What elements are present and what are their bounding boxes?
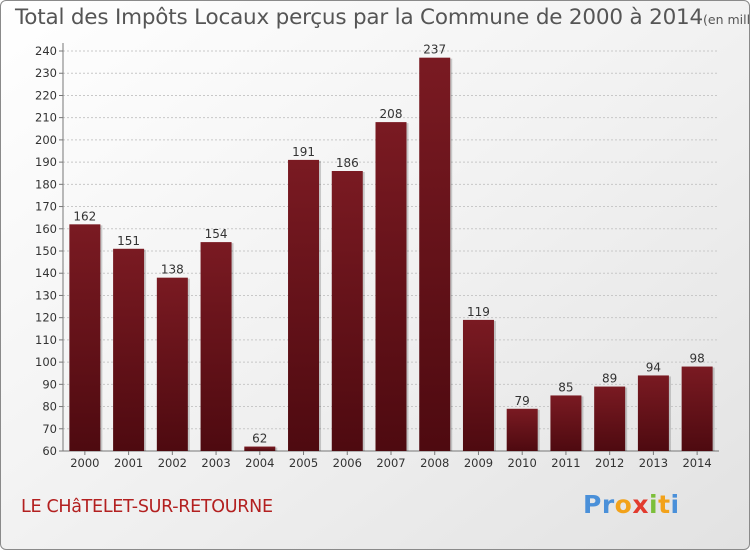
bar-value-label: 138 — [161, 263, 184, 277]
logo-letter: o — [614, 490, 633, 519]
title-unit: (en milliers d'€) — [703, 12, 750, 27]
x-tick-label: 2012 — [595, 456, 624, 470]
bar-value-label: 98 — [689, 352, 704, 366]
bar — [113, 248, 145, 451]
bar-value-label: 89 — [602, 372, 617, 386]
x-tick-label: 2010 — [508, 456, 537, 470]
logo-letter: t — [658, 490, 671, 519]
bar — [462, 319, 494, 451]
y-tick-label: 100 — [35, 355, 57, 369]
y-tick-label: 70 — [42, 422, 57, 436]
bar-value-label: 186 — [336, 156, 359, 170]
bar-value-label: 94 — [646, 360, 661, 374]
bar — [637, 375, 669, 451]
y-tick-label: 120 — [35, 311, 57, 325]
y-tick-label: 240 — [35, 44, 57, 58]
bar-value-label: 119 — [467, 305, 490, 319]
logo-letter: i — [649, 490, 659, 519]
x-tick-label: 2002 — [158, 456, 187, 470]
bar-value-label: 191 — [292, 145, 315, 159]
bars — [69, 57, 715, 452]
bar-value-label: 237 — [423, 43, 446, 57]
y-tick-label: 180 — [35, 177, 57, 191]
bar-value-label: 154 — [205, 227, 228, 241]
x-tick-label: 2013 — [639, 456, 668, 470]
logo-letter: r — [601, 490, 615, 519]
y-tick-label: 90 — [42, 377, 57, 391]
logo-letter: i — [670, 490, 680, 519]
commune-name: LE CHâTELET-SUR-RETOURNE — [21, 497, 273, 517]
bar-value-label: 208 — [380, 107, 403, 121]
logo-letter: P — [583, 490, 602, 519]
x-tick-label: 2007 — [376, 456, 405, 470]
y-tick-label: 150 — [35, 244, 57, 258]
bar-value-label: 85 — [558, 380, 573, 394]
bar — [550, 395, 582, 451]
x-tick-label: 2006 — [333, 456, 362, 470]
y-tick-label: 170 — [35, 200, 57, 214]
x-tick-label: 2001 — [114, 456, 143, 470]
y-tick-label: 230 — [35, 66, 57, 80]
y-tick-label: 200 — [35, 133, 57, 147]
proxiti-logo: Proxiti — [583, 490, 680, 519]
x-tick-label: 2004 — [245, 456, 274, 470]
x-tick-label: 2011 — [551, 456, 580, 470]
y-tick-label: 220 — [35, 88, 57, 102]
y-tick-label: 80 — [42, 400, 57, 414]
bar-value-label: 79 — [515, 394, 530, 408]
bar-value-label: 62 — [252, 432, 267, 446]
bar — [681, 366, 713, 451]
x-axis-ticks: 2000 2001 2002 2003 2004 2005 2006 2007 2008 2009… — [70, 451, 712, 470]
x-tick-label: 2008 — [420, 456, 449, 470]
y-tick-label: 160 — [35, 222, 57, 236]
x-tick-label: 2005 — [289, 456, 318, 470]
y-tick-label: 210 — [35, 111, 57, 125]
data-labels: 162 151 138 154 62 191 186 208 237 119 79 85 89 94 98 — [73, 43, 704, 446]
y-tick-label: 130 — [35, 288, 57, 302]
x-tick-label: 2003 — [201, 456, 230, 470]
bar — [594, 386, 626, 451]
bar — [419, 57, 451, 452]
bar-value-label: 151 — [117, 234, 140, 248]
y-axis-ticks: 60 70 80 90 100 110 120 130 140 150 160 170 180 190 20… — [35, 44, 63, 458]
bar — [200, 242, 232, 451]
logo-letter: x — [632, 490, 649, 519]
y-tick-label: 60 — [42, 444, 57, 458]
x-tick-label: 2014 — [682, 456, 711, 470]
bar — [288, 159, 320, 451]
bar-value-label: 162 — [73, 209, 96, 223]
x-tick-label: 2000 — [70, 456, 99, 470]
bar — [69, 224, 101, 451]
bar — [244, 446, 276, 451]
bar — [506, 408, 538, 451]
y-tick-label: 190 — [35, 155, 57, 169]
y-tick-label: 140 — [35, 266, 57, 280]
bar — [375, 122, 407, 451]
title-text: Total des Impôts Locaux perçus par la Co… — [15, 5, 703, 30]
y-tick-label: 110 — [35, 333, 57, 347]
bar — [156, 277, 188, 451]
chart-title: Total des Impôts Locaux perçus par la Co… — [15, 5, 750, 30]
x-tick-label: 2009 — [464, 456, 493, 470]
bar — [331, 171, 363, 451]
